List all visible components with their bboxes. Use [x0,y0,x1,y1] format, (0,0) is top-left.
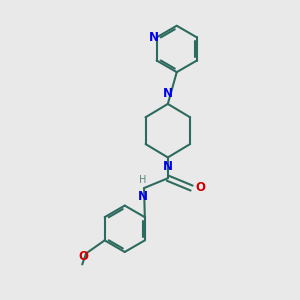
Text: N: N [149,31,159,44]
Text: H: H [139,175,146,185]
Text: N: N [163,87,173,100]
Text: N: N [138,190,148,202]
Text: O: O [79,250,89,263]
Text: N: N [163,160,173,173]
Text: O: O [195,181,205,194]
